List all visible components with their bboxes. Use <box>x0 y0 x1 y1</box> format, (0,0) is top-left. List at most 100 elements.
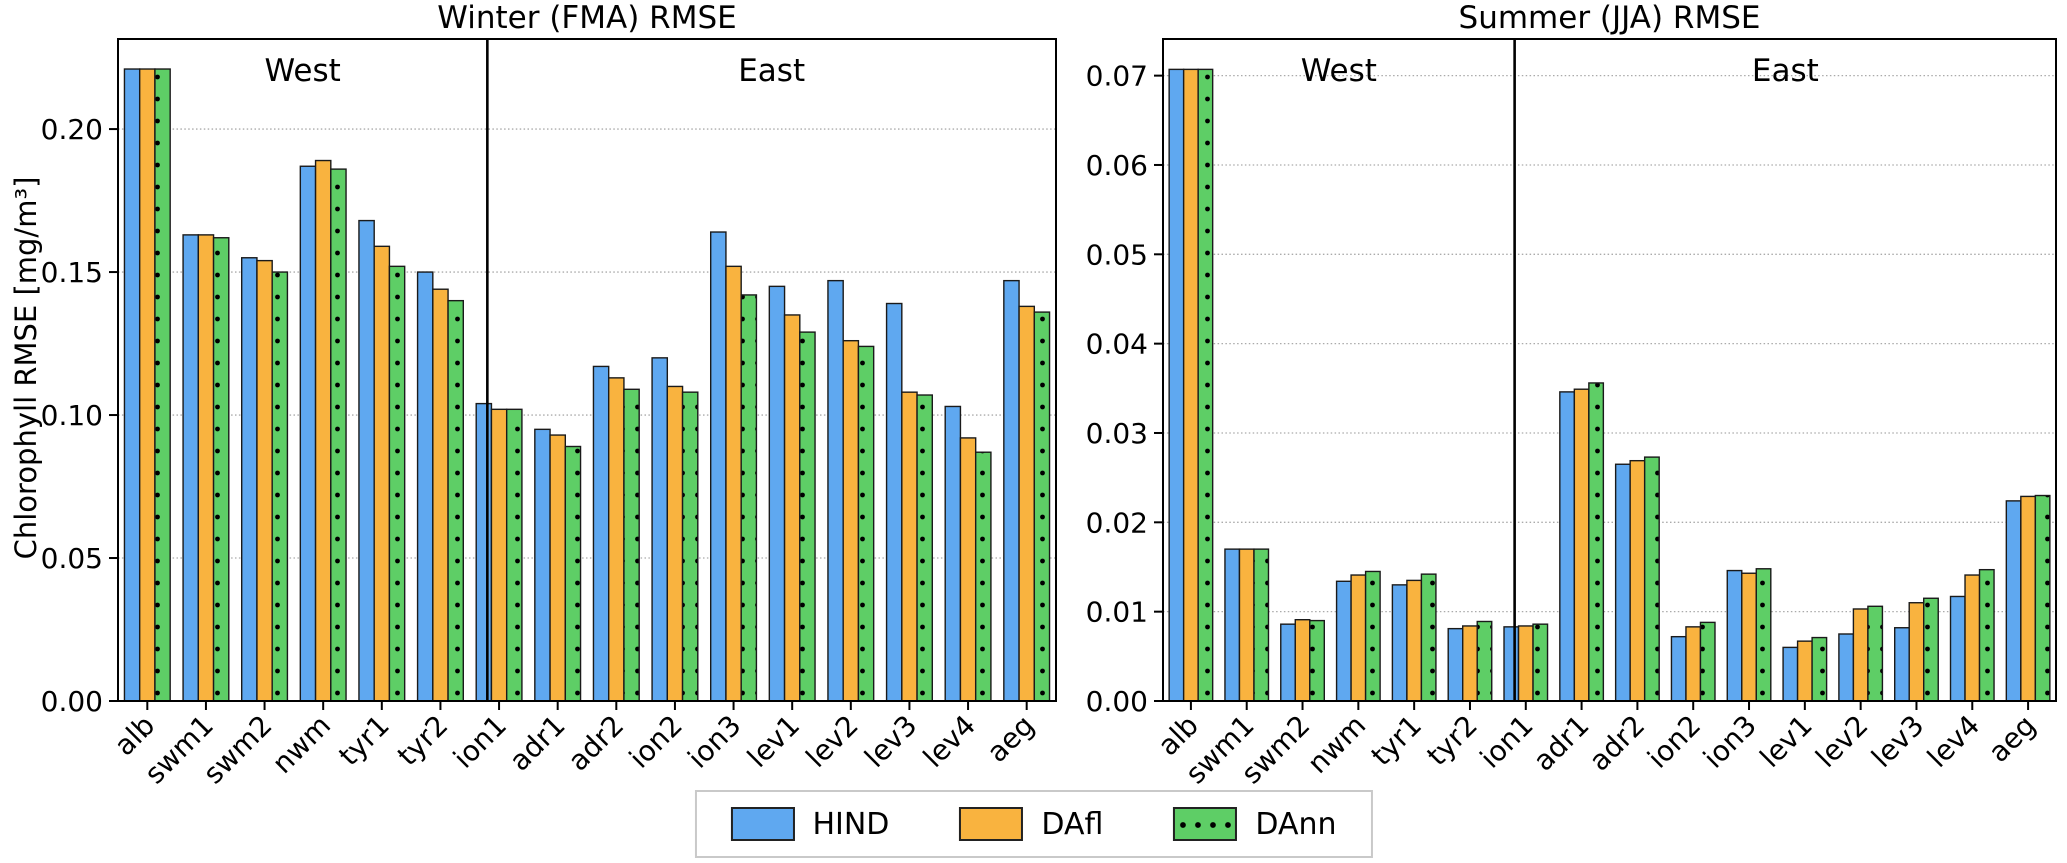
bar-dafl-ion3 <box>725 265 742 702</box>
bar-dafl-tyr1 <box>1406 579 1423 702</box>
bar-dafl-lev4 <box>1964 574 1981 702</box>
y-tick-label: 0.15 <box>41 256 103 289</box>
bar-hind-nwm <box>299 165 317 702</box>
bar-dafl-ion3 <box>1741 572 1757 702</box>
x-tick-label-nwm: nwm <box>266 709 337 780</box>
x-tick-label-ion2: ion2 <box>1641 709 1707 775</box>
bar-dafl-lev3 <box>1908 602 1925 702</box>
region-label-west: West <box>1301 53 1377 89</box>
bar-hind-ion3 <box>1726 569 1743 702</box>
bar-dann-ion1 <box>505 408 523 702</box>
bar-dafl-ion2 <box>1685 626 1702 702</box>
x-tick-label-lev2: lev2 <box>1809 709 1874 774</box>
bar-dann-swm2 <box>271 271 289 702</box>
bar-dafl-adr2 <box>607 377 625 702</box>
x-tick-label-adr1: adr1 <box>503 709 572 778</box>
y-axis-label: Chlorophyll RMSE [mg/m³] <box>9 176 43 560</box>
bar-hind-ion2 <box>1670 635 1687 702</box>
x-tick-label-ion1: ion1 <box>447 709 513 775</box>
bar-hind-lev3 <box>1894 627 1910 702</box>
bar-dann-tyr2 <box>1476 620 1493 702</box>
bar-hind-adr2 <box>1614 463 1631 702</box>
bar-dann-aeg <box>2034 494 2051 702</box>
legend-label-dann: DAnn <box>1255 806 1337 842</box>
bar-dann-ion1 <box>1532 623 1549 702</box>
bar-hind-tyr2 <box>1447 627 1464 702</box>
x-tick-label-ion3: ion3 <box>1697 709 1763 775</box>
bar-dann-ion3 <box>1755 568 1772 702</box>
x-tick-label-tyr1: tyr1 <box>1365 709 1429 773</box>
bar-hind-tyr1 <box>1391 584 1408 702</box>
y-tick-label: 0.06 <box>1086 149 1148 182</box>
bar-dann-lev4 <box>974 451 992 702</box>
bar-hind-lev2 <box>827 279 844 702</box>
bar-dafl-tyr2 <box>1462 625 1478 702</box>
bar-hind-lev2 <box>1838 633 1855 702</box>
y-tick-label: 0.01 <box>1086 596 1148 629</box>
bar-dafl-swm1 <box>197 234 215 702</box>
region-label-east: East <box>738 53 805 89</box>
x-tick-label-adr1: adr1 <box>1527 709 1596 778</box>
bar-dafl-lev2 <box>1852 608 1869 702</box>
bar-dafl-alb <box>1182 68 1199 702</box>
bar-hind-swm2 <box>240 257 258 702</box>
bar-dafl-lev4 <box>959 437 977 702</box>
bar-dann-swm1 <box>212 237 230 702</box>
bar-dann-adr1 <box>564 445 582 702</box>
bar-dafl-swm2 <box>1294 619 1311 702</box>
y-tick-label: 0.00 <box>41 685 103 718</box>
x-tick-label-lev1: lev1 <box>1753 709 1818 774</box>
x-tick-label-adr2: adr2 <box>561 709 630 778</box>
bar-dafl-adr2 <box>1629 459 1646 702</box>
x-tick-label-lev4: lev4 <box>1921 709 1986 774</box>
bar-dann-tyr2 <box>447 299 465 702</box>
legend-item-dann: DAnn <box>1173 806 1337 842</box>
legend-swatch-dann <box>1173 807 1238 841</box>
bar-hind-adr1 <box>534 428 551 702</box>
bar-dann-lev1 <box>1811 636 1828 702</box>
x-tick-label-adr2: adr2 <box>1583 709 1652 778</box>
x-tick-label-lev1: lev1 <box>741 709 806 774</box>
bar-dann-lev2 <box>857 345 875 702</box>
x-tick-label-swm2: swm2 <box>197 709 279 791</box>
bar-hind-lev4 <box>944 405 962 702</box>
x-tick-label-lev3: lev3 <box>858 709 923 774</box>
x-tick-label-tyr1: tyr1 <box>332 709 396 773</box>
y-tick-label: 0.02 <box>1086 506 1148 539</box>
bar-hind-swm1 <box>1224 548 1241 702</box>
bar-hind-tyr1 <box>358 219 375 702</box>
legend-item-dafl: DAfl <box>959 807 1103 842</box>
bar-hind-adr1 <box>1559 391 1576 702</box>
bar-hind-ion1 <box>475 402 493 702</box>
bar-dann-tyr1 <box>388 265 406 702</box>
bar-dann-lev4 <box>1978 568 1995 702</box>
bar-dann-alb <box>1197 68 1214 702</box>
bar-dafl-nwm <box>1350 574 1367 702</box>
x-tick-label-lev4: lev4 <box>917 709 982 774</box>
bar-hind-lev1 <box>1782 646 1799 702</box>
region-label-east: East <box>1752 53 1819 89</box>
legend-label-hind: HIND <box>812 806 890 842</box>
x-tick-label-lev2: lev2 <box>799 709 864 774</box>
bar-dann-swm2 <box>1309 619 1325 702</box>
y-tick-label: 0.05 <box>1086 238 1148 271</box>
bar-dafl-alb <box>138 68 156 702</box>
chart-title: Winter (FMA) RMSE <box>437 0 736 36</box>
bar-hind-aeg <box>2005 500 2022 702</box>
bar-dafl-tyr1 <box>373 245 391 702</box>
x-tick-label-tyr2: tyr2 <box>1420 709 1484 773</box>
y-tick-label: 0.00 <box>1086 685 1148 718</box>
bar-dafl-ion1 <box>490 408 508 702</box>
bar-hind-swm1 <box>182 234 200 702</box>
bar-dann-alb <box>154 68 171 702</box>
bar-hind-lev3 <box>885 302 903 702</box>
legend-label-dafl: DAfl <box>1041 806 1104 842</box>
x-tick-label-ion2: ion2 <box>623 709 689 775</box>
bar-dann-adr2 <box>623 388 640 702</box>
chart-title: Summer (JJA) RMSE <box>1459 0 1761 36</box>
bar-dafl-lev2 <box>842 339 860 702</box>
bar-dafl-nwm <box>314 159 332 702</box>
bar-dann-lev1 <box>799 331 816 702</box>
